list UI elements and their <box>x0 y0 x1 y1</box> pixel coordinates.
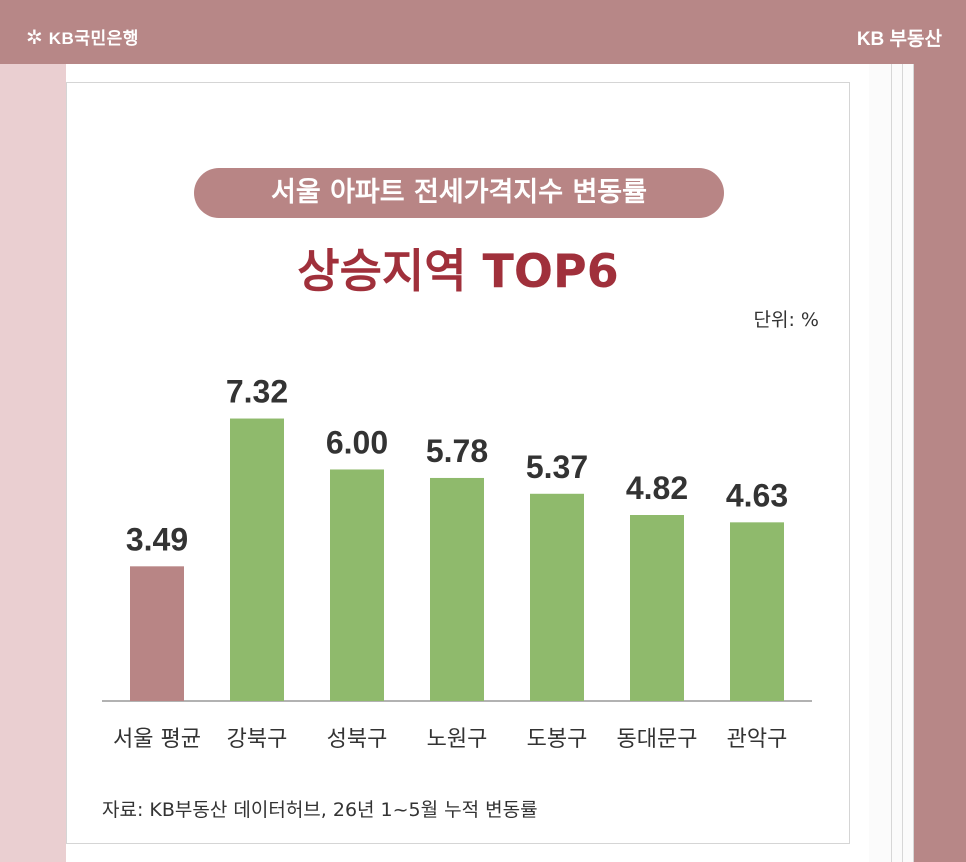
bar-2 <box>330 469 384 701</box>
bar-1 <box>230 418 284 701</box>
kb-bank-logo-text: KB국민은행 <box>48 29 139 48</box>
unit-label: 단위: % <box>753 309 819 331</box>
category-label-6: 관악구 <box>727 727 788 752</box>
category-label-2: 성북구 <box>327 727 388 752</box>
bar-0 <box>130 566 184 701</box>
category-label-5: 동대문구 <box>617 727 698 752</box>
category-label-1: 강북구 <box>227 727 288 752</box>
chart-title-pill: 서울 아파트 전세가격지수 변동률 <box>194 168 724 218</box>
chart-frame: 서울 아파트 전세가격지수 변동률 상승지역 TOP6 단위: % 3.49 서울… <box>66 82 850 844</box>
value-label-5: 4.82 <box>626 470 688 506</box>
bar-chart: 3.49 서울 평균 7.32 강북구 6.00 성북구 5.78 노원구 5.37 도봉구 4.8… <box>102 374 812 752</box>
bar-5 <box>630 515 684 701</box>
value-label-3: 5.78 <box>426 433 488 469</box>
category-label-0: 서울 평균 <box>113 727 201 752</box>
value-label-2: 6.00 <box>326 424 388 460</box>
bar-3 <box>430 477 484 701</box>
category-label-4: 도봉구 <box>527 727 588 752</box>
value-label-4: 5.37 <box>526 449 588 485</box>
kb-star-icon: ✲ <box>26 24 43 49</box>
category-label-3: 노원구 <box>427 727 488 752</box>
source-note: 자료: KB부동산 데이터허브, 26년 1~5월 누적 변동률 <box>102 799 538 821</box>
left-decor-strip <box>0 64 66 862</box>
value-label-1: 7.32 <box>226 374 288 410</box>
top-bar: ✲ KB국민은행 KB 부동산 <box>0 0 966 62</box>
kb-realestate-logo: KB 부동산 <box>856 29 942 50</box>
bar-6 <box>730 522 784 701</box>
chart-headline: 상승지역 TOP6 <box>297 244 619 298</box>
kb-bank-logo: ✲ KB국민은행 <box>26 24 139 49</box>
value-label-6: 4.63 <box>726 477 788 513</box>
infographic-card: 서울 아파트 전세가격지수 변동률 상승지역 TOP6 단위: % 3.49 서울… <box>66 64 869 862</box>
value-label-0: 3.49 <box>126 521 188 557</box>
bar-4 <box>530 493 584 701</box>
